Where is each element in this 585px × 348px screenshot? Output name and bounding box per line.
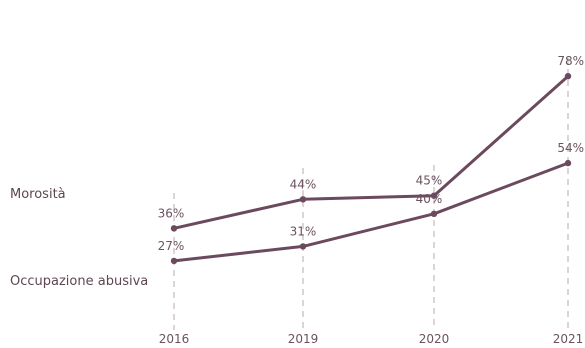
data-point: [299, 196, 307, 203]
data-point: [170, 225, 178, 232]
series-name-label: Morosità: [10, 187, 66, 202]
data-point: [564, 159, 572, 167]
data-point: [430, 192, 438, 199]
data-point: [564, 73, 572, 80]
data-label: 40%: [416, 192, 443, 206]
data-point: [430, 210, 438, 217]
data-point: [170, 257, 178, 265]
data-label: 31%: [290, 224, 317, 238]
data-label: 54%: [557, 141, 584, 155]
series-lines: [172, 74, 570, 263]
data-labels: 36% 44% 45% 78% 27% 31% 40% 54%: [158, 54, 584, 253]
data-point: [299, 243, 307, 250]
series-line-morosita: [172, 74, 570, 230]
series-name-label: Occupazione abusiva: [10, 274, 148, 289]
data-label: 36%: [158, 206, 185, 220]
data-label: 78%: [557, 54, 584, 68]
x-tick-label: 2020: [419, 332, 450, 346]
x-axis-ticks: 2016 2019 2020 2021: [159, 332, 584, 346]
series-names: Morosità Occupazione abusiva: [10, 187, 148, 289]
x-tick-label: 2021: [553, 332, 584, 346]
data-label: 44%: [290, 177, 317, 191]
guide-lines: [173, 58, 569, 330]
x-tick-label: 2019: [288, 332, 319, 346]
x-tick-label: 2016: [159, 332, 190, 346]
data-points: [170, 73, 572, 265]
data-label: 27%: [158, 239, 185, 253]
data-label: 45%: [416, 174, 443, 188]
series-line-occupazione-abusiva: [172, 161, 570, 263]
